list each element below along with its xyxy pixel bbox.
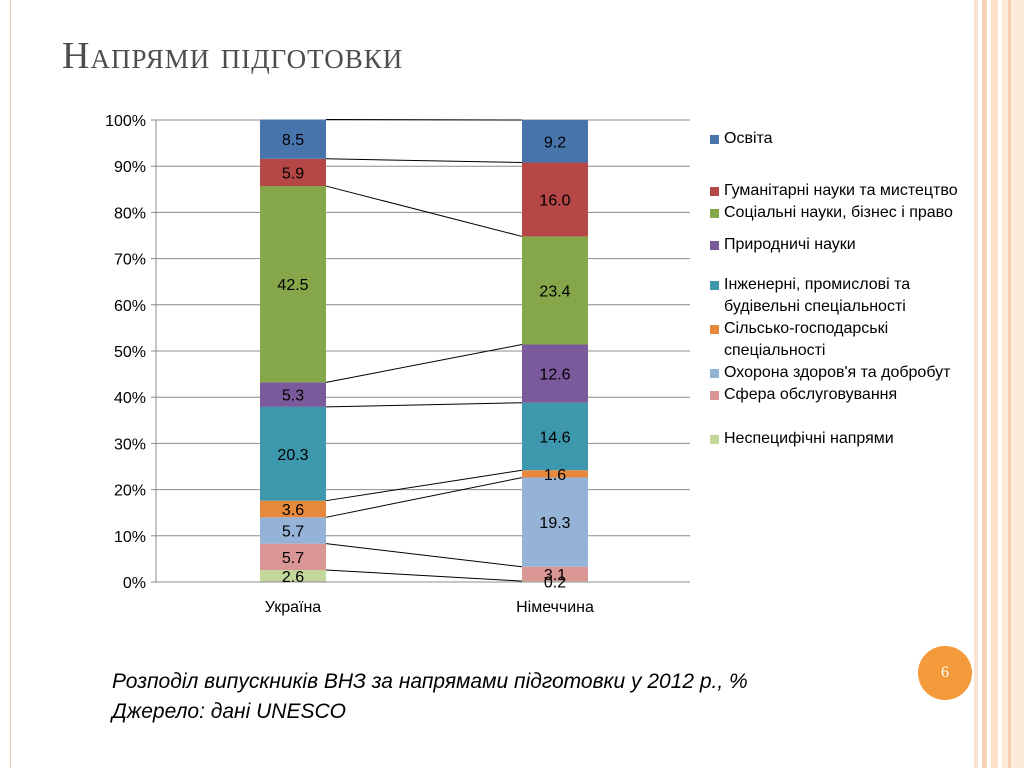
data-label: 12.6: [539, 367, 570, 384]
y-tick-label: 20%: [114, 483, 146, 500]
y-tick-label: 100%: [105, 113, 146, 130]
left-border-rule: [10, 0, 11, 768]
series-connector-line: [325, 185, 523, 237]
series-connector-line: [325, 569, 523, 582]
legend-swatch: [710, 135, 719, 144]
bar-segment: [260, 406, 326, 501]
series-connector-line: [325, 543, 523, 568]
legend-label: Освіта: [724, 130, 773, 147]
legend-swatch: [710, 325, 719, 334]
bar-segment: [522, 470, 588, 478]
data-label: 3.1: [544, 567, 566, 584]
bar-segment: [522, 162, 588, 237]
bar-segment: [522, 236, 588, 345]
legend-swatch: [710, 241, 719, 250]
legend-label: Інженерні, промислові та будівельні спец…: [724, 276, 911, 315]
y-tick-label: 0%: [123, 575, 146, 592]
legend-label: Сфера обслуговування: [724, 386, 898, 403]
y-tick-label: 40%: [114, 390, 146, 407]
y-tick-label: 10%: [114, 529, 146, 546]
chart-caption: Розподіл випускників ВНЗ за напрямами пі…: [112, 667, 748, 727]
legend-swatch: [710, 391, 719, 400]
y-tick-label: 30%: [114, 436, 146, 453]
data-label: 42.5: [277, 277, 308, 294]
data-label: 1.6: [544, 467, 566, 484]
data-label: 8.5: [282, 132, 304, 149]
bar-segment: [260, 186, 326, 383]
bar-segment: [522, 344, 588, 403]
y-tick-label: 80%: [114, 205, 146, 222]
decorative-stripe: [1002, 0, 1024, 768]
legend-item: Сільсько-господарські спеціальності: [710, 318, 970, 362]
series-connector-line: [325, 402, 523, 408]
legend-label: Соціальні науки, бізнес і право: [724, 204, 953, 221]
decorative-stripe: [982, 0, 987, 768]
data-label: 5.9: [282, 165, 304, 182]
data-label: 3.6: [282, 502, 304, 519]
data-label: 2.6: [282, 569, 304, 586]
bar-segment: [260, 382, 326, 407]
bar-segment: [522, 477, 588, 567]
series-connector-line: [325, 469, 523, 502]
legend-label: Неспецифічні напрями: [724, 430, 894, 447]
legend-label: Гуманітарні науки та мистецтво: [724, 182, 958, 199]
legend-item: Гуманітарні науки та мистецтво: [710, 180, 970, 202]
decorative-stripe: [974, 0, 978, 768]
data-label: 23.4: [539, 283, 570, 300]
y-tick-label: 50%: [114, 344, 146, 361]
legend-swatch: [710, 369, 719, 378]
legend-label: Сільсько-господарські спеціальності: [724, 320, 889, 359]
data-label: 5.7: [282, 523, 304, 540]
legend-item: Освіта: [710, 128, 970, 150]
data-label: 14.6: [539, 429, 570, 446]
bar-segment: [260, 569, 326, 582]
bar-segment: [260, 119, 326, 159]
legend-swatch: [710, 281, 719, 290]
source-line: Джерело: дані UNESCO: [112, 700, 346, 723]
data-label: 20.3: [277, 447, 308, 464]
bar-segment: [522, 402, 588, 471]
y-tick-label: 90%: [114, 159, 146, 176]
legend-item: Охорона здоров'я та добробут: [710, 362, 970, 384]
legend-item: Сфера обслуговування: [710, 384, 970, 406]
legend-swatch: [710, 187, 719, 196]
y-tick-label: 70%: [114, 252, 146, 269]
decorative-stripe: [1008, 0, 1011, 768]
bar-segment: [260, 517, 326, 544]
bar-segment: [522, 120, 588, 163]
y-tick-label: 60%: [114, 298, 146, 315]
legend-item: Природничі науки: [710, 234, 970, 256]
data-label: 0.2: [544, 575, 566, 592]
bar-segment: [260, 543, 326, 570]
legend-item: Соціальні науки, бізнес і право: [710, 202, 970, 224]
legend-label: Охорона здоров'я та добробут: [724, 364, 951, 381]
legend-item: Інженерні, промислові та будівельні спец…: [710, 274, 970, 318]
legend-swatch: [710, 435, 719, 444]
data-label: 5.7: [282, 550, 304, 567]
series-connector-line: [325, 158, 523, 164]
chart-legend: Освіта Гуманітарні науки та мистецтво Соці…: [710, 128, 970, 450]
data-label: 16.0: [539, 192, 570, 209]
data-label: 9.2: [544, 134, 566, 151]
decorative-stripe: [991, 0, 998, 768]
bar-segment: [260, 500, 326, 518]
series-connector-line: [325, 344, 523, 383]
bar-segment: [522, 566, 588, 582]
page-number-badge: 6: [918, 646, 972, 700]
legend-label: Природничі науки: [724, 236, 856, 253]
caption-line: Розподіл випускників ВНЗ за напрямами пі…: [112, 670, 748, 693]
legend-swatch: [710, 209, 719, 218]
slide-title: Напрями підготовки: [62, 35, 404, 77]
legend-item: Неспецифічні напрями: [710, 428, 970, 450]
data-label: 5.3: [282, 388, 304, 405]
x-category-label: Німеччина: [516, 599, 594, 616]
bar-segment: [260, 158, 326, 187]
x-category-label: Україна: [265, 599, 322, 616]
data-label: 19.3: [539, 515, 570, 532]
series-connector-line: [325, 477, 523, 518]
